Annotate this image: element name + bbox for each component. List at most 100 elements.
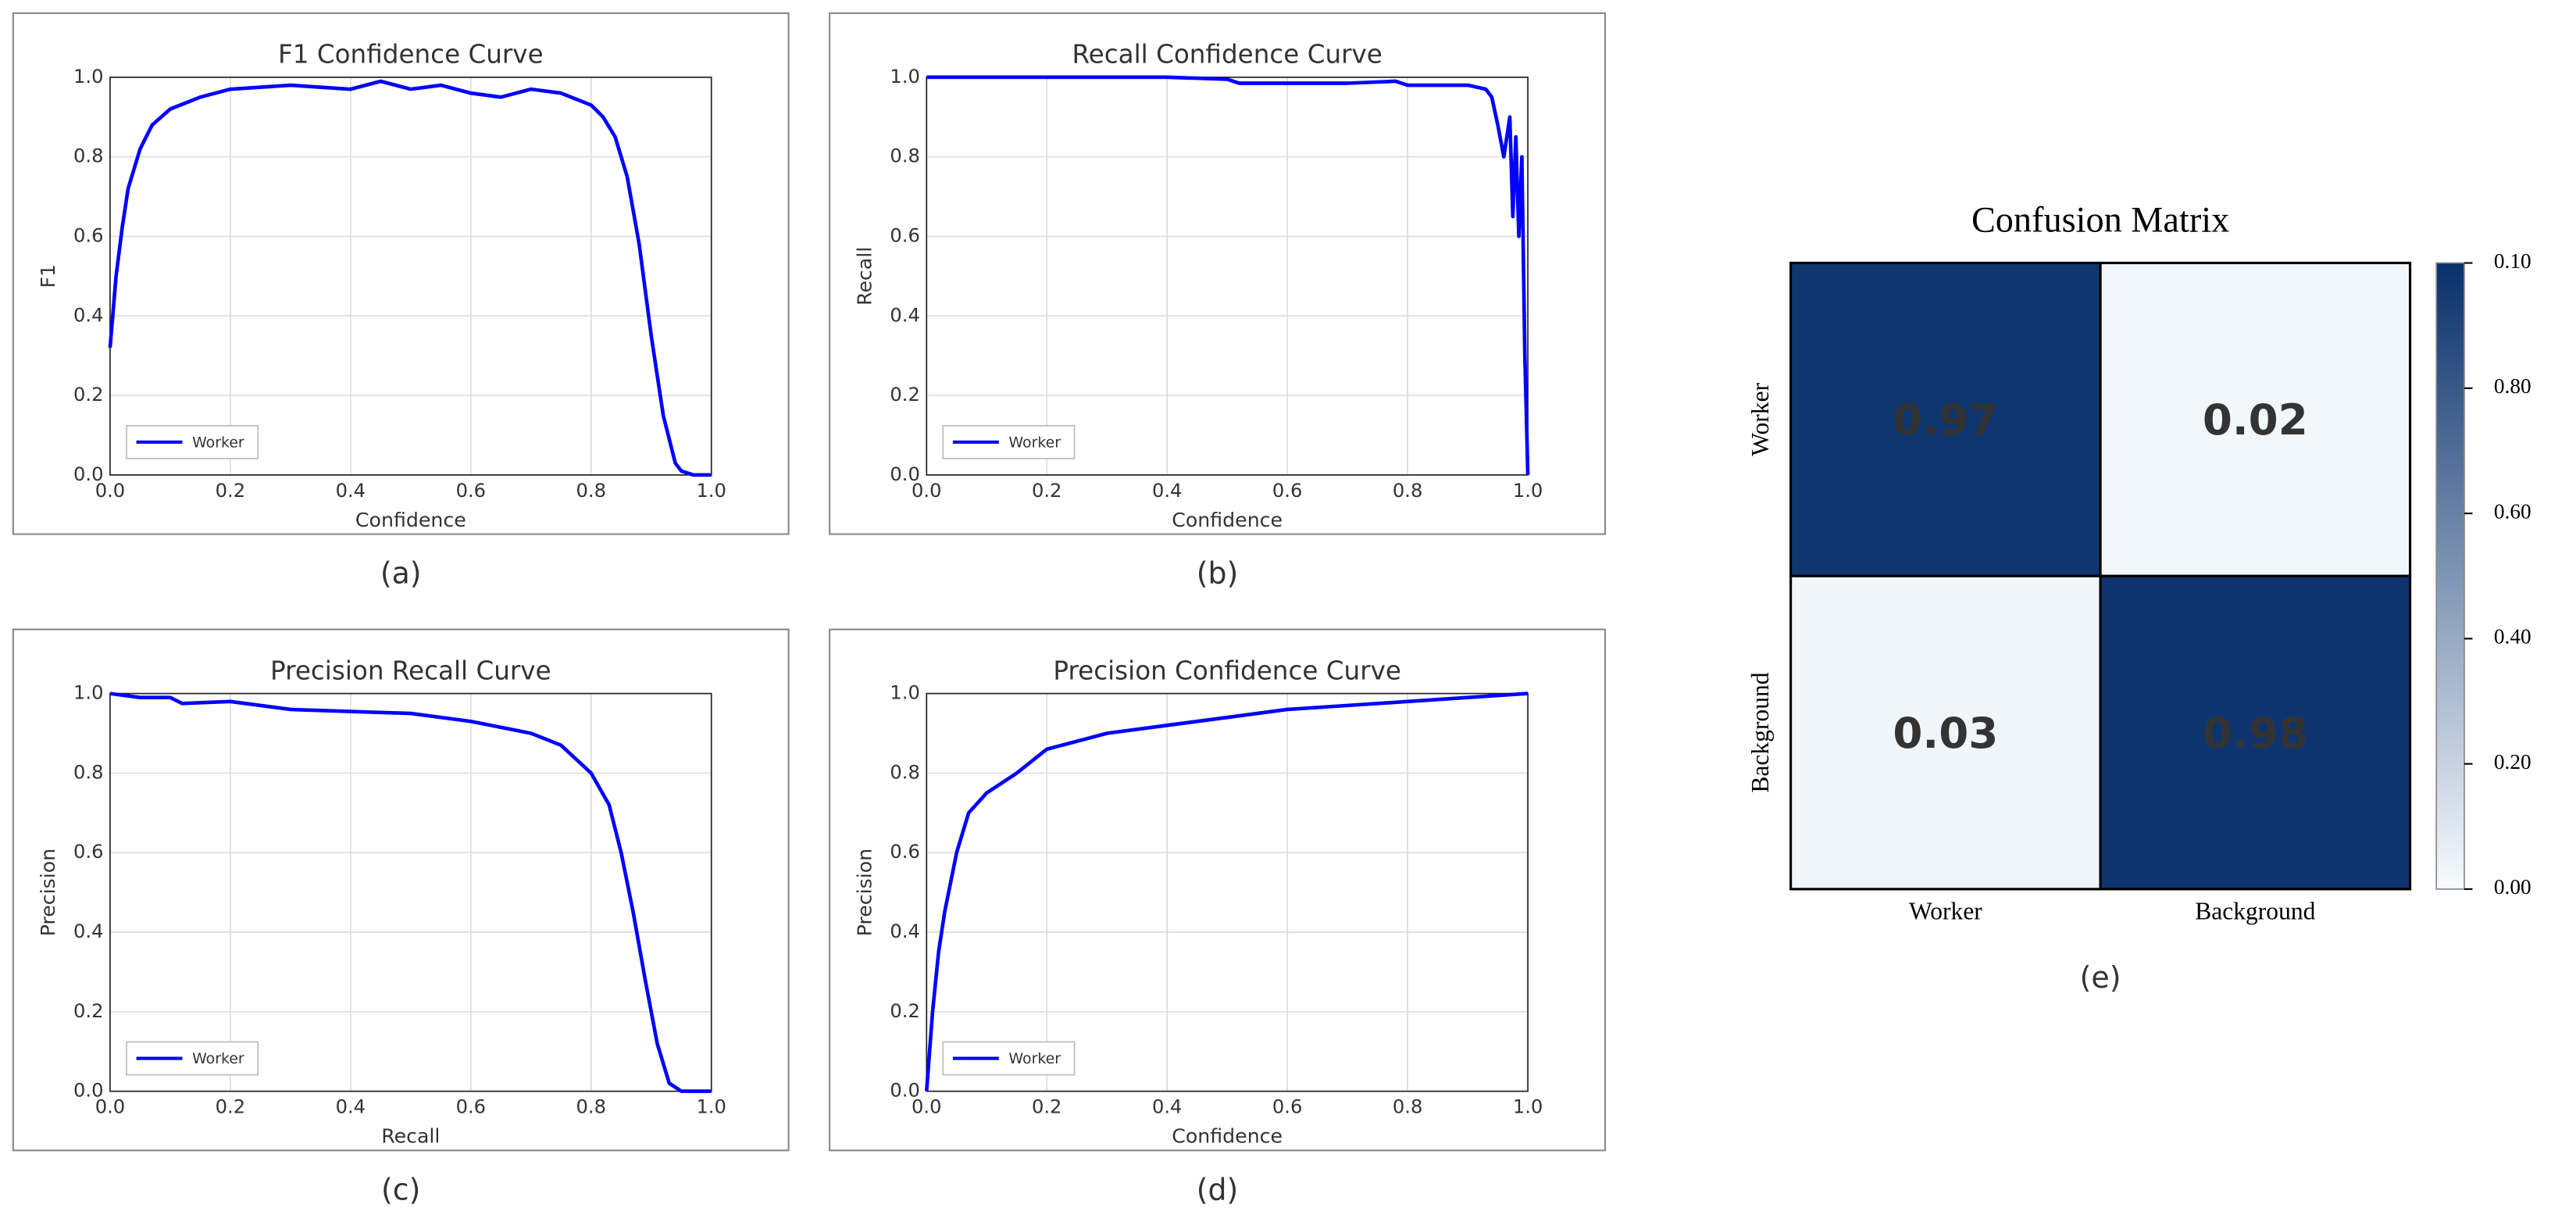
x-tick-label: Worker [1909, 898, 1982, 925]
y-axis-label: Precision [853, 849, 876, 937]
colorbar-label: 0.10 [2494, 249, 2531, 273]
y-tick-label: 0.6 [73, 224, 103, 246]
x-tick-label: 1.0 [1513, 480, 1543, 502]
x-tick-label: 0.6 [456, 480, 486, 502]
y-tick-label: 0.4 [890, 920, 919, 942]
x-tick-label: 0.4 [1152, 480, 1182, 502]
y-tick-label: 0.8 [73, 145, 103, 167]
curve [926, 75, 1530, 475]
y-tick-label: 0.0 [73, 463, 103, 485]
colorbar-label: 0.20 [2494, 750, 2531, 774]
chart-title: F1 Confidence Curve [278, 40, 544, 70]
x-tick-label: 0.2 [216, 1096, 245, 1118]
x-tick-label: 0.6 [456, 1096, 486, 1118]
y-tick-label: 0.6 [890, 841, 919, 863]
y-tick-label: 0.2 [890, 1000, 919, 1022]
y-tick-label: 0.6 [73, 841, 103, 863]
y-tick-label: 0.0 [73, 1080, 103, 1102]
y-tick-label: 1.0 [73, 66, 103, 88]
panel-frame [829, 12, 1606, 535]
x-tick-label: 0.2 [1032, 480, 1061, 502]
colorbar-label: 0.80 [2494, 374, 2531, 398]
curve [108, 79, 712, 477]
chart-title: Precision Confidence Curve [1053, 656, 1401, 685]
heatmap-title: Confusion Matrix [1971, 201, 2229, 241]
y-axis-label: Recall [853, 247, 876, 306]
x-tick-label: 0.4 [1152, 1096, 1182, 1118]
x-tick-label: 0.2 [1032, 1096, 1061, 1118]
chart-title: Precision Recall Curve [270, 656, 551, 685]
cell-value: 0.03 [1893, 708, 1998, 758]
y-tick-label: 0.0 [890, 463, 919, 485]
y-tick-label: 0.2 [73, 1000, 103, 1022]
heatmap-cell [1789, 574, 2102, 891]
x-tick-label: 0.8 [1393, 480, 1422, 502]
x-axis-label: Confidence [1172, 509, 1283, 531]
x-tick-label: 0.6 [1272, 1096, 1302, 1118]
x-tick-label: Background [2195, 898, 2315, 925]
panel-caption: (d) [1197, 1172, 1239, 1206]
panel-caption: (c) [381, 1172, 420, 1206]
axes-frame [926, 77, 1529, 476]
cell-value: 0.98 [2203, 708, 2308, 758]
heatmap-cell [2099, 574, 2412, 891]
y-tick-label: 0.2 [890, 384, 919, 406]
panel-caption: (e) [2080, 960, 2121, 995]
x-axis-label: Confidence [355, 509, 466, 531]
colorbar [2435, 262, 2465, 890]
cell-value: 0.02 [2203, 395, 2308, 445]
axes-frame [926, 692, 1529, 1092]
y-tick-label: 0.2 [73, 384, 103, 406]
curve [924, 691, 1529, 1092]
legend-label: Worker [1008, 434, 1061, 451]
x-tick-label: 0.8 [576, 480, 606, 502]
colorbar-label: 0.40 [2494, 625, 2531, 649]
y-tick-label: 0.0 [890, 1080, 919, 1102]
y-tick-label: 0.4 [73, 304, 103, 326]
x-tick-label: 0.8 [576, 1096, 606, 1118]
y-tick-label: Background [1746, 672, 1774, 792]
legend-label: Worker [192, 434, 244, 451]
panel-frame [12, 12, 790, 535]
panel-caption: (a) [380, 556, 422, 591]
y-tick-label: 0.4 [890, 304, 919, 326]
colorbar-label: 0.00 [2494, 875, 2531, 899]
panel-frame [829, 628, 1606, 1152]
x-axis-label: Recall [381, 1125, 440, 1148]
curve [109, 691, 712, 1093]
x-tick-label: 0.4 [336, 1096, 366, 1118]
y-axis-label: F1 [37, 264, 59, 288]
colorbar-label: 0.60 [2494, 499, 2531, 523]
x-tick-label: 0.8 [1393, 1096, 1422, 1118]
panel-caption: (b) [1197, 556, 1239, 591]
y-tick-label: Worker [1746, 383, 1774, 456]
x-tick-label: 0.0 [912, 480, 941, 502]
axes-frame [109, 692, 712, 1092]
y-tick-label: 1.0 [890, 682, 919, 704]
x-tick-label: 0.2 [216, 480, 245, 502]
x-axis-label: Confidence [1172, 1125, 1283, 1148]
y-tick-label: 1.0 [890, 66, 919, 88]
x-tick-label: 0.0 [912, 1096, 941, 1118]
x-tick-label: 1.0 [697, 480, 726, 502]
y-tick-label: 1.0 [73, 682, 103, 704]
axes-frame [109, 77, 712, 476]
heatmap-cell [1789, 261, 2102, 577]
x-tick-label: 1.0 [697, 1096, 726, 1118]
y-tick-label: 0.4 [73, 920, 103, 942]
x-tick-label: 0.0 [95, 480, 125, 502]
y-tick-label: 0.8 [890, 761, 919, 783]
y-axis-label: Precision [37, 849, 59, 937]
x-tick-label: 1.0 [1513, 1096, 1543, 1118]
chart-title: Recall Confidence Curve [1072, 40, 1382, 70]
legend-label: Worker [1008, 1050, 1061, 1067]
x-tick-label: 0.4 [336, 480, 366, 502]
cell-value: 0.97 [1893, 395, 1998, 445]
y-tick-label: 0.8 [890, 145, 919, 167]
panel-frame [12, 628, 790, 1152]
x-tick-label: 0.0 [95, 1096, 125, 1118]
x-tick-label: 0.6 [1272, 480, 1302, 502]
heatmap-cell [2099, 261, 2412, 577]
